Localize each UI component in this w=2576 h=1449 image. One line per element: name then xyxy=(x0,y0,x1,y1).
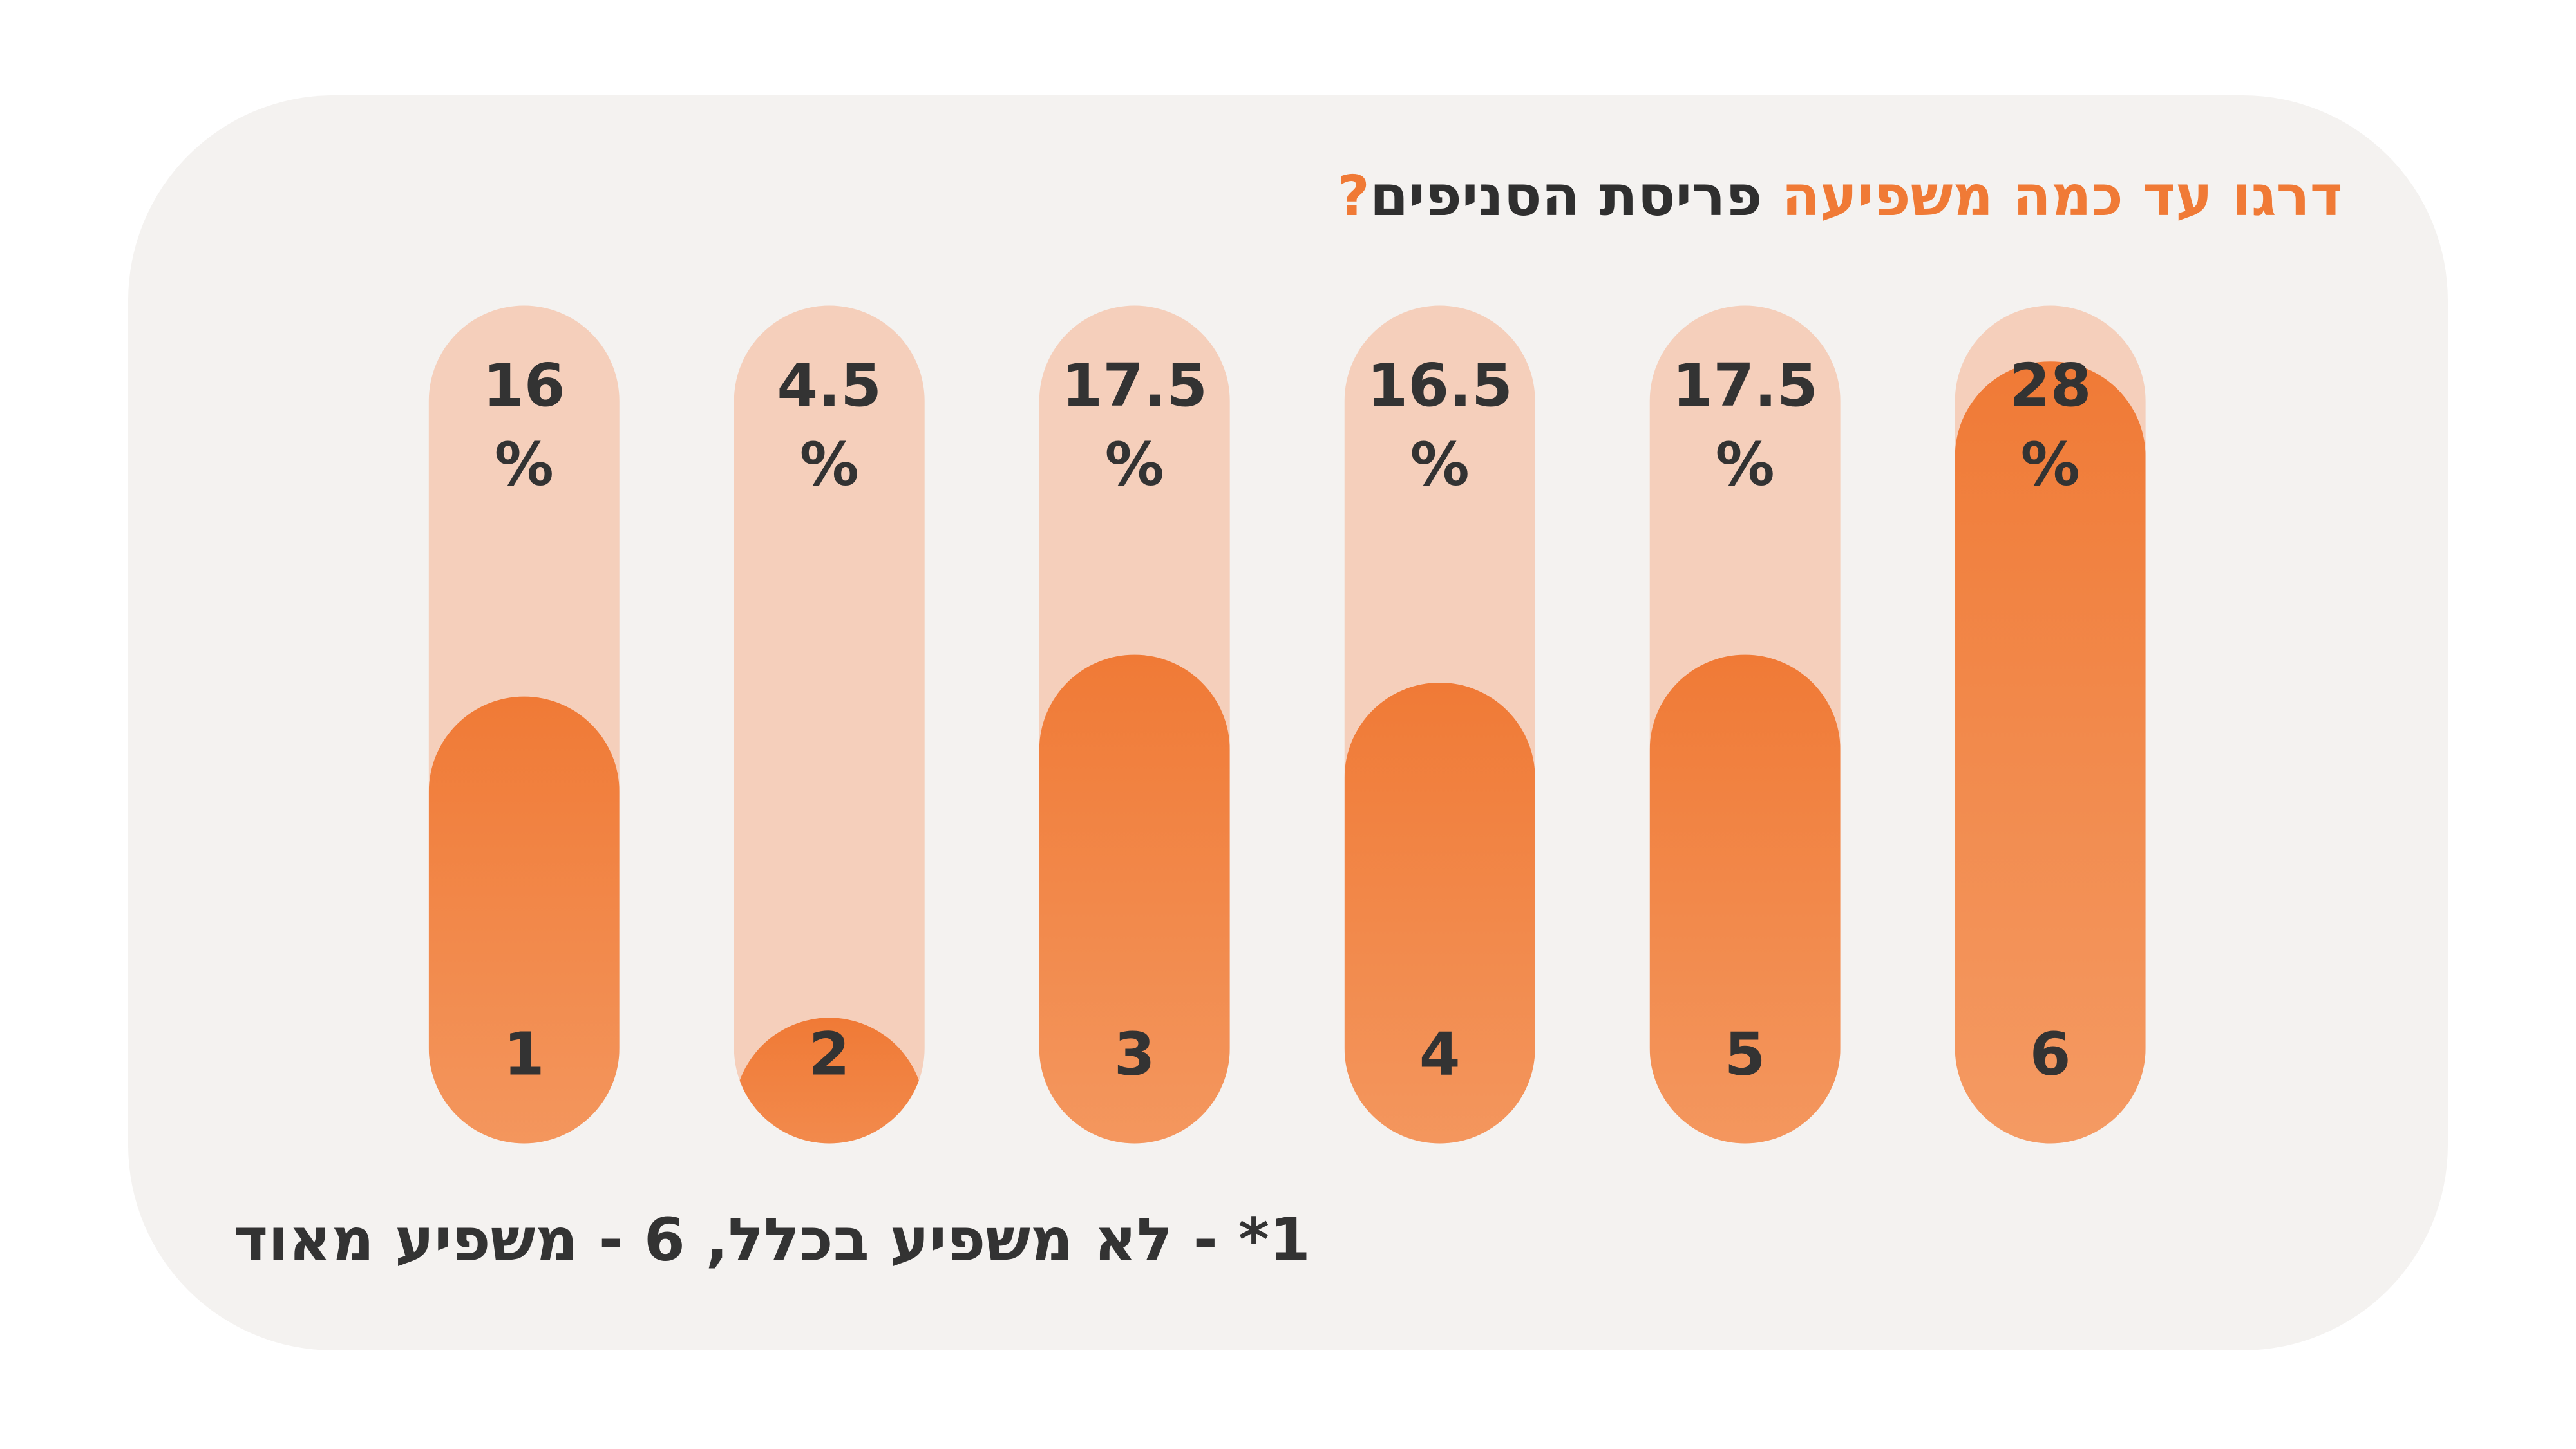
bar-group xyxy=(1955,361,2146,1144)
value-label: 16.5 % xyxy=(1367,353,1513,500)
x-tick-label: 5 xyxy=(1724,1021,1766,1090)
bar-group xyxy=(1649,654,1841,1144)
title-part: ? xyxy=(1337,164,1370,231)
card xyxy=(128,95,2448,1350)
bar-group xyxy=(734,1018,925,1144)
bar-group xyxy=(1039,654,1230,1144)
title-part: דרגו עד כמה משפיעה xyxy=(1781,164,2343,231)
bar xyxy=(734,1018,925,1144)
bar-group xyxy=(428,696,620,1144)
value-label: 17.5 % xyxy=(1672,353,1818,500)
value-label: 28 % xyxy=(2009,353,2092,500)
bar xyxy=(1344,682,1535,1144)
footnote: 1* - לא משפיע בכלל, 6 - משפיע מאוד xyxy=(233,1207,1311,1275)
bar-group xyxy=(1344,682,1535,1144)
bar-track xyxy=(734,305,925,1144)
value-label: 17.5 % xyxy=(1061,353,1208,500)
x-tick-label: 6 xyxy=(2029,1021,2071,1090)
bar xyxy=(1039,654,1230,1144)
value-label: 4.5 % xyxy=(777,353,882,500)
bar xyxy=(1649,654,1841,1144)
x-tick-label: 4 xyxy=(1419,1021,1461,1090)
bar xyxy=(428,696,620,1144)
x-tick-label: 3 xyxy=(1113,1021,1155,1090)
value-label: 16 % xyxy=(482,353,565,500)
x-tick-label: 2 xyxy=(808,1021,850,1090)
bar xyxy=(1955,361,2146,1144)
x-tick-label: 1 xyxy=(503,1021,545,1090)
title-part: פריסת הסניפים xyxy=(1369,164,1763,231)
chart-title: דרגו עד כמה משפיעה פריסת הסניפים? xyxy=(1338,164,2343,230)
